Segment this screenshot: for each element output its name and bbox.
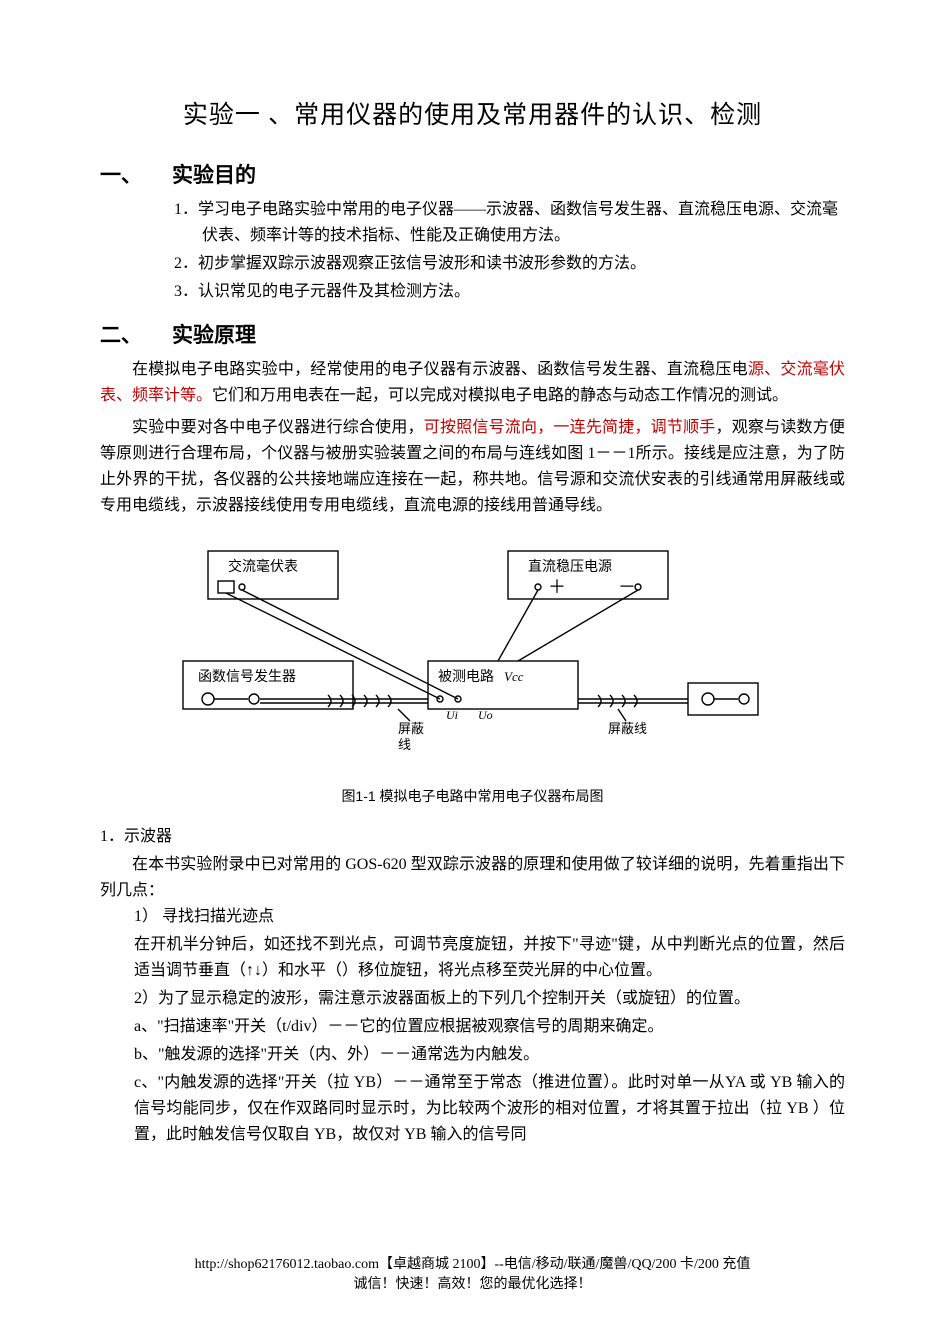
label-vcc: Vcc [504, 669, 524, 684]
svg-text:＋: ＋ [548, 577, 566, 597]
diagram-caption: 图1-1 模拟电子电路中常用电子仪器布局图 [178, 786, 768, 806]
label-shield-left-1: 屏蔽 [398, 721, 424, 736]
section-1-heading: 一、实验目的 [100, 159, 845, 189]
section-1-text: 实验目的 [172, 164, 256, 187]
section-2-para-2: 实验中要对各中电子仪器进行综合使用，可按照信号流向，一连先简捷，调节顺手，观察与… [100, 415, 845, 519]
osc-head-num: 1． [100, 828, 124, 845]
p1-part-a: 在模拟电子电路实验中，经常使用的电子仪器有示波器、函数信号发生器、直流稳压电 [132, 361, 748, 378]
osc-head: 1．示波器 [100, 824, 845, 850]
osc-pt2-a: a、"扫描速率"开关（t/div）－－它的位置应根据被观察信号的周期来确定。 [134, 1014, 845, 1040]
p2-part-a: 实验中要对各中电子仪器进行综合使用， [132, 419, 424, 436]
svg-text:－: － [618, 577, 636, 597]
label-shield-left-2: 线 [398, 737, 411, 752]
label-sig-gen: 函数信号发生器 [198, 669, 296, 685]
label-ui: Ui [446, 708, 458, 722]
section-1-list: 1．学习电子电路实验中常用的电子仪器——示波器、函数信号发生器、直流稳压电源、交… [174, 197, 845, 305]
osc-pt1-body: 在开机半分钟后，如还找不到光点，可调节亮度旋钮，并按下"寻迹"键，从中判断光点的… [134, 932, 845, 984]
osc-pt1-head: 1） 寻找扫描光迹点 [134, 904, 845, 930]
label-dc-ps: 直流稳压电源 [528, 558, 612, 575]
list-item: 3．认识常见的电子元器件及其检测方法。 [174, 279, 845, 305]
p1-part-c: 它们和万用电表在一起，可以完成对模拟电子电路的静态与动态工作情况的测试。 [212, 387, 788, 404]
page-footer: http://shop62176012.taobao.com【卓越商城 2100… [0, 1255, 945, 1295]
footer-line-2: 诚信！快速！高效！您的最优化选择！ [0, 1275, 945, 1295]
osc-body: 1） 寻找扫描光迹点 在开机半分钟后，如还找不到光点，可调节亮度旋钮，并按下"寻… [134, 904, 845, 1148]
diagram-svg: 交流毫伏表 直流稳压电源 ＋ － 函数信号发生器 [178, 543, 768, 773]
osc-pt2-b: b、"触发源的选择"开关（内、外）－－通常选为内触发。 [134, 1042, 845, 1068]
osc-pt2-c: c、"内触发源的选择"开关（拉 YB）－－通常至于常态（推进位置）。此时对单一从… [134, 1070, 845, 1148]
label-uo: Uo [478, 708, 493, 722]
section-2-num: 二、 [100, 319, 172, 349]
layout-diagram: 交流毫伏表 直流稳压电源 ＋ － 函数信号发生器 [178, 543, 768, 806]
section-1-num: 一、 [100, 159, 172, 189]
p2-part-b: 可按照信号流向，一连先简捷，调节顺手 [424, 419, 716, 436]
osc-head-text: 示波器 [124, 828, 172, 845]
list-item: 2．初步掌握双踪示波器观察正弦信号波形和读书波形参数的方法。 [174, 251, 845, 277]
osc-pt2-head: 2）为了显示稳定的波形，需注意示波器面板上的下列几个控制开关（或旋钮）的位置。 [134, 986, 845, 1012]
osc-intro: 在本书实验附录中已对常用的 GOS-620 型双踪示波器的原理和使用做了较详细的… [100, 852, 845, 904]
section-2-para-1: 在模拟电子电路实验中，经常使用的电子仪器有示波器、函数信号发生器、直流稳压电源、… [100, 357, 845, 409]
doc-title: 实验一 、常用仪器的使用及常用器件的认识、检测 [100, 95, 845, 131]
label-ac-mv: 交流毫伏表 [228, 558, 298, 575]
section-2-text: 实验原理 [172, 324, 256, 347]
label-dut: 被测电路 [438, 669, 494, 685]
page: 实验一 、常用仪器的使用及常用器件的认识、检测 一、实验目的 1．学习电子电路实… [0, 0, 945, 1337]
list-item: 1．学习电子电路实验中常用的电子仪器——示波器、函数信号发生器、直流稳压电源、交… [174, 197, 845, 249]
section-2-heading: 二、实验原理 [100, 319, 845, 349]
label-shield-right: 屏蔽线 [608, 721, 647, 736]
footer-line-1: http://shop62176012.taobao.com【卓越商城 2100… [0, 1255, 945, 1275]
